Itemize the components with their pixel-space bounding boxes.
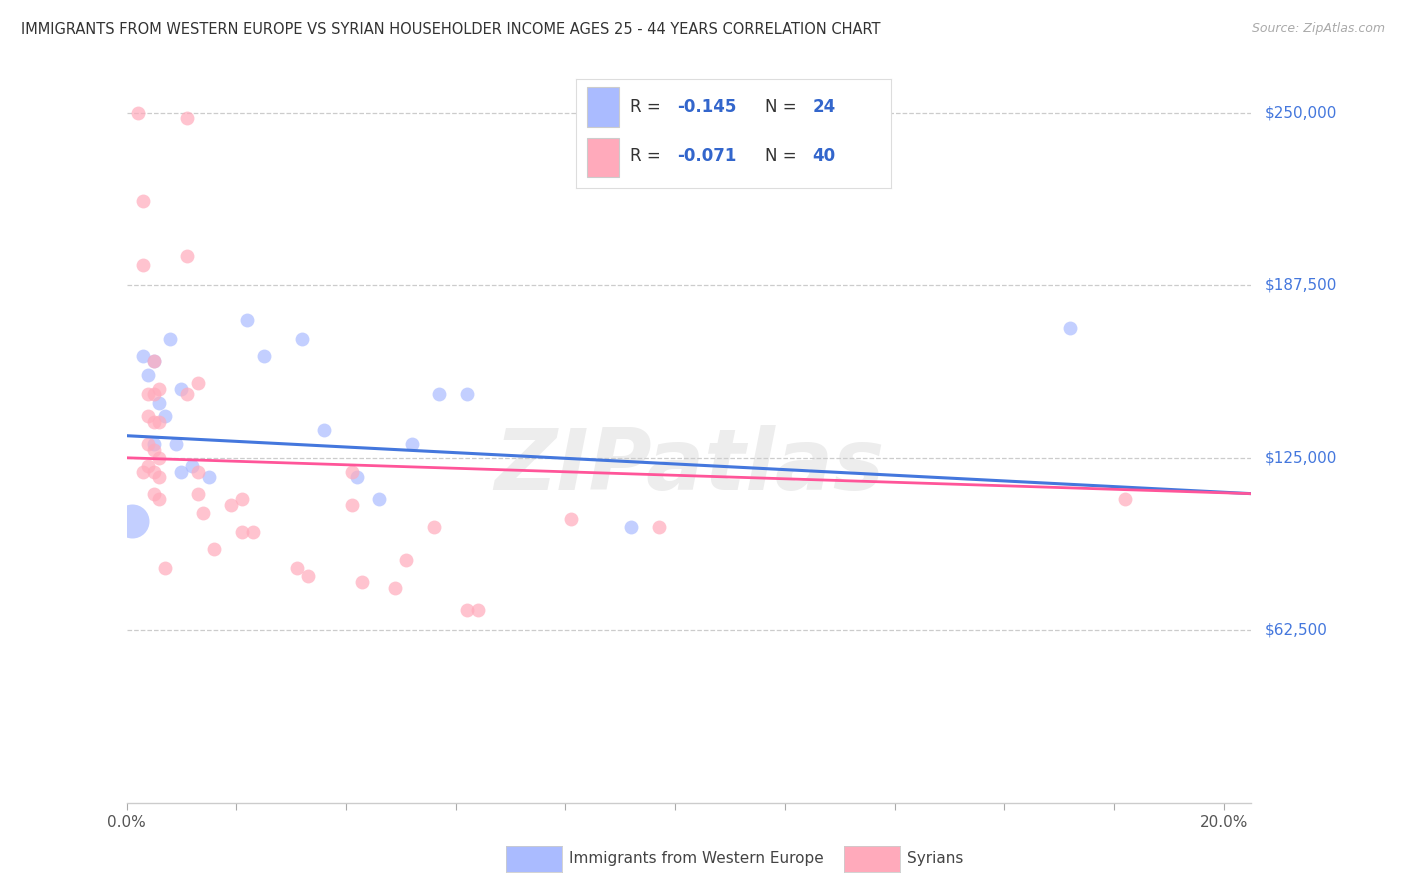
Point <box>291 332 314 346</box>
Point <box>231 525 253 540</box>
Point <box>170 382 193 396</box>
Point <box>153 409 176 424</box>
Point <box>165 437 187 451</box>
Point <box>148 470 170 484</box>
Point <box>148 395 170 409</box>
Point <box>138 458 160 473</box>
Point <box>159 332 181 346</box>
Text: Syrians: Syrians <box>907 852 963 866</box>
Point <box>242 525 264 540</box>
Point <box>143 465 166 479</box>
Point <box>297 569 319 583</box>
Point <box>456 387 478 401</box>
Point <box>143 486 166 500</box>
Point <box>143 354 166 368</box>
Point <box>467 602 489 616</box>
Text: Source: ZipAtlas.com: Source: ZipAtlas.com <box>1251 22 1385 36</box>
Point <box>132 349 155 363</box>
Point <box>132 258 155 272</box>
Point <box>401 437 423 451</box>
Point <box>346 470 368 484</box>
Point <box>456 602 478 616</box>
Point <box>427 387 450 401</box>
Text: $62,500: $62,500 <box>1265 623 1329 638</box>
Text: $250,000: $250,000 <box>1265 105 1337 120</box>
Text: $125,000: $125,000 <box>1265 450 1337 466</box>
Text: ZIPatlas: ZIPatlas <box>494 425 884 508</box>
Point <box>187 486 209 500</box>
Point <box>176 387 198 401</box>
Point <box>143 354 166 368</box>
Point <box>143 415 166 429</box>
Point <box>340 498 363 512</box>
Point <box>1114 492 1136 507</box>
Point <box>312 423 335 437</box>
Point <box>148 450 170 465</box>
Point <box>187 465 209 479</box>
Point <box>384 581 406 595</box>
Point <box>181 458 204 473</box>
Point <box>143 442 166 457</box>
Point <box>176 112 198 126</box>
Point <box>143 387 166 401</box>
Point <box>368 492 391 507</box>
Point <box>219 498 242 512</box>
Point <box>231 492 253 507</box>
Point <box>153 561 176 575</box>
Point <box>648 520 671 534</box>
Point <box>176 249 198 263</box>
Point <box>340 465 363 479</box>
Point <box>423 520 446 534</box>
Point <box>620 520 643 534</box>
Point <box>127 105 149 120</box>
Point <box>143 437 166 451</box>
Point <box>138 368 160 382</box>
Point <box>395 553 418 567</box>
Point <box>148 415 170 429</box>
Point <box>138 409 160 424</box>
Point <box>132 465 155 479</box>
Point <box>202 541 225 556</box>
Point <box>148 492 170 507</box>
Point <box>187 376 209 391</box>
Point <box>1059 321 1081 335</box>
Point <box>138 387 160 401</box>
Point <box>138 437 160 451</box>
Point <box>132 194 155 208</box>
Point <box>121 514 143 528</box>
Point <box>253 349 276 363</box>
Point <box>352 574 374 589</box>
Text: Immigrants from Western Europe: Immigrants from Western Europe <box>569 852 824 866</box>
Point <box>560 511 582 525</box>
Point <box>236 312 259 326</box>
Point <box>148 382 170 396</box>
Text: IMMIGRANTS FROM WESTERN EUROPE VS SYRIAN HOUSEHOLDER INCOME AGES 25 - 44 YEARS C: IMMIGRANTS FROM WESTERN EUROPE VS SYRIAN… <box>21 22 880 37</box>
Point <box>198 470 221 484</box>
Text: $187,500: $187,500 <box>1265 277 1337 293</box>
Point <box>193 506 215 520</box>
Point <box>170 465 193 479</box>
Point <box>285 561 308 575</box>
